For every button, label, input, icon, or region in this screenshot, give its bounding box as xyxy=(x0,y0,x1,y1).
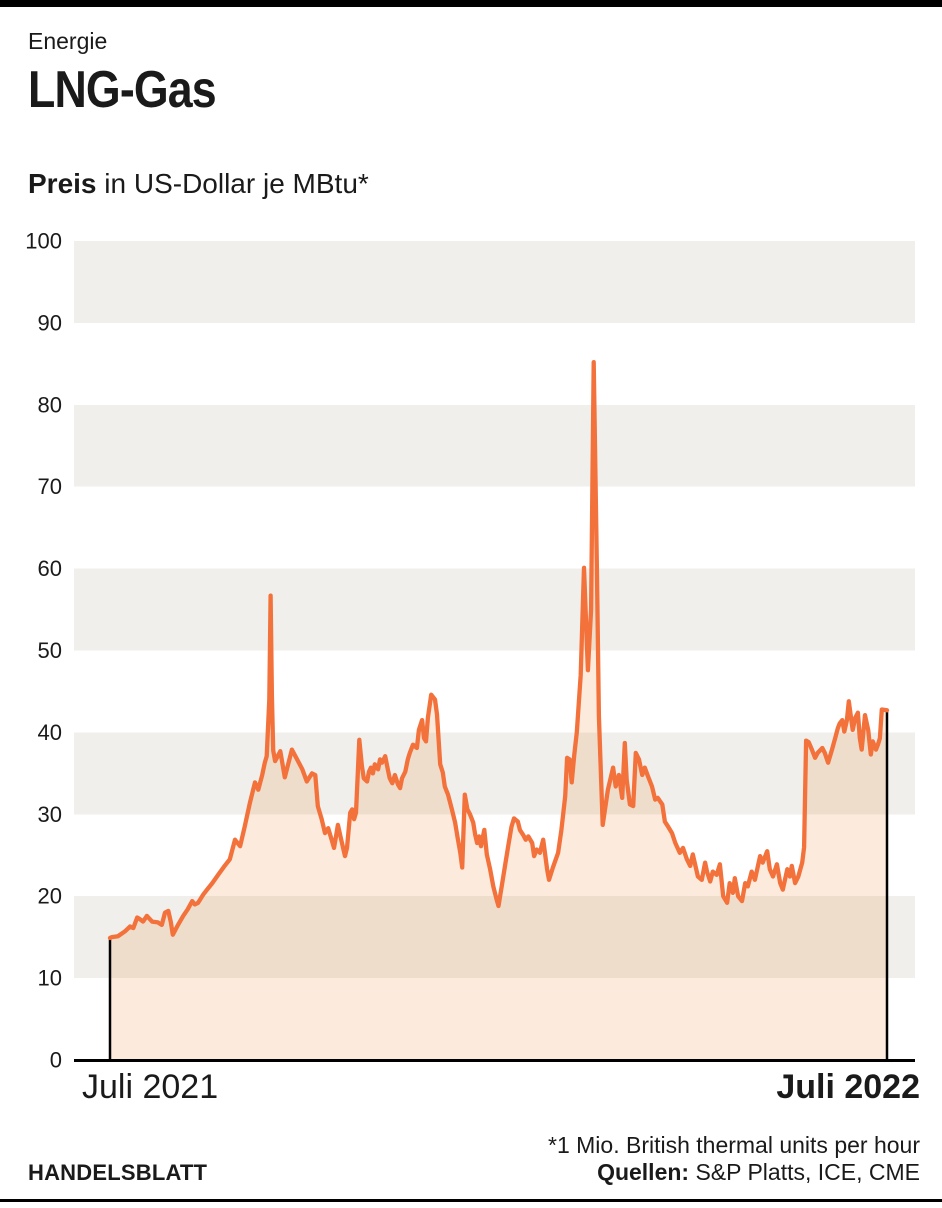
chart-subtitle: Preis in US-Dollar je MBtu* xyxy=(28,168,369,200)
grid-band xyxy=(74,568,915,651)
y-tick-label: 20 xyxy=(38,884,62,909)
kicker: Energie xyxy=(28,28,108,54)
y-tick-label: 10 xyxy=(38,966,62,991)
x-axis-label-start: Juli 2021 xyxy=(82,1068,219,1106)
x-axis-label-end: Juli 2022 xyxy=(776,1068,920,1106)
bottom-rule xyxy=(0,1199,942,1202)
chart-subtitle-bold: Preis xyxy=(28,168,97,199)
y-tick-label: 50 xyxy=(38,638,62,663)
x-axis-line xyxy=(74,1059,915,1062)
footnote-unit: *1 Mio. British thermal units per hour xyxy=(548,1132,920,1158)
grid-band xyxy=(74,896,915,979)
grid-band xyxy=(74,732,915,815)
page-title: LNG-Gas xyxy=(28,61,217,119)
price-line xyxy=(107,360,890,941)
grid-band xyxy=(74,404,915,487)
price-area xyxy=(110,362,887,1060)
y-tick-label: 70 xyxy=(38,474,62,499)
top-rule xyxy=(0,0,942,7)
sources-line: Quellen: S&P Platts, ICE, CME xyxy=(548,1159,920,1186)
y-tick-label: 80 xyxy=(38,392,62,417)
footnotes: *1 Mio. British thermal units per hour Q… xyxy=(548,1132,920,1186)
chart-subtitle-rest: in US-Dollar je MBtu* xyxy=(96,168,369,199)
y-tick-label: 0 xyxy=(50,1048,62,1073)
y-tick-label: 90 xyxy=(38,310,62,335)
sources-list: S&P Platts, ICE, CME xyxy=(689,1159,920,1185)
brand-logo: HANDELSBLATT xyxy=(28,1160,208,1185)
sources-label: Quellen: xyxy=(597,1159,690,1185)
y-tick-label: 60 xyxy=(38,556,62,581)
y-tick-label: 100 xyxy=(25,229,62,254)
y-tick-label: 40 xyxy=(38,720,62,745)
y-tick-label: 30 xyxy=(38,802,62,827)
grid-band xyxy=(74,241,915,323)
